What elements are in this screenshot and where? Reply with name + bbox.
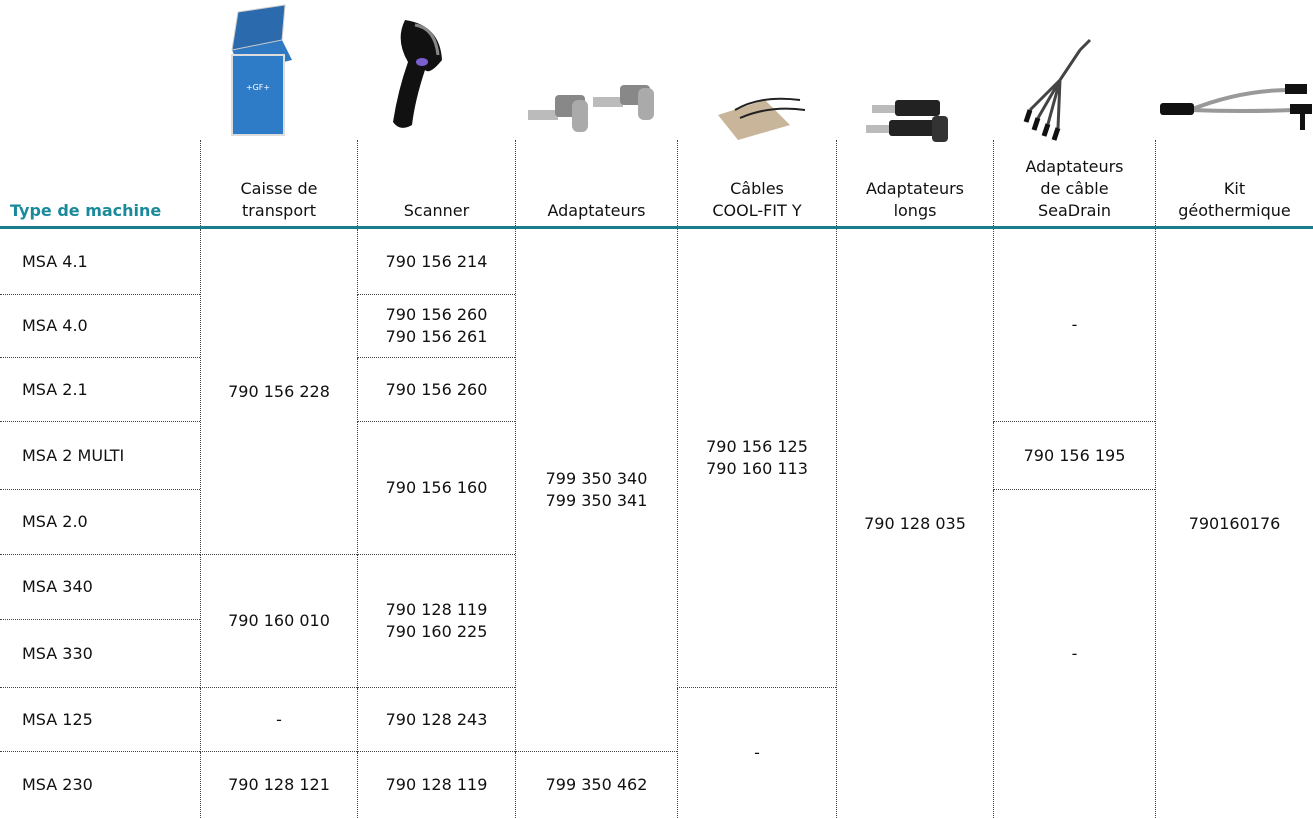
column-header: Kit géothermique bbox=[1155, 140, 1313, 226]
part-number: 790 156 260 bbox=[357, 358, 515, 422]
machine-type: MSA 2.1 bbox=[0, 358, 200, 422]
cables-icon bbox=[718, 97, 806, 140]
part-number: 790 160 010 bbox=[200, 555, 357, 688]
part-number: 790160176 bbox=[1155, 229, 1313, 818]
part-number: 790 156 160 bbox=[357, 422, 515, 555]
part-number: 790 128 035 bbox=[836, 229, 993, 818]
case-icon: +GF+ bbox=[231, 4, 292, 136]
part-number: - bbox=[200, 688, 357, 752]
part-number: - bbox=[677, 688, 836, 818]
machine-type: MSA 4.0 bbox=[0, 295, 200, 358]
part-number: 790 128 243 bbox=[357, 688, 515, 752]
column-header: Scanner bbox=[357, 140, 515, 226]
part-number: 799 350 340 799 350 341 bbox=[515, 229, 677, 752]
machine-type: MSA 4.1 bbox=[0, 229, 200, 295]
column-header: Adaptateurs bbox=[515, 140, 677, 226]
adapters-icon bbox=[528, 85, 654, 132]
part-number: - bbox=[993, 490, 1155, 818]
part-number: 790 128 119 bbox=[357, 752, 515, 818]
part-number: 790 156 125 790 160 113 bbox=[677, 229, 836, 688]
column-header: Câbles COOL-FIT Y bbox=[677, 140, 836, 226]
column-header: Caisse de transport bbox=[200, 140, 357, 226]
part-number: 790 156 214 bbox=[357, 229, 515, 295]
part-number: 790 156 260 790 156 261 bbox=[357, 295, 515, 358]
part-number: 799 350 462 bbox=[515, 752, 677, 818]
geothermal-kit-icon bbox=[1160, 84, 1312, 130]
part-number: 790 128 121 bbox=[200, 752, 357, 818]
header-rule bbox=[0, 226, 1313, 229]
product-icons: +GF+ bbox=[231, 4, 1312, 142]
column-header: Type de machine bbox=[10, 201, 162, 220]
part-number: 790 156 228 bbox=[200, 229, 357, 555]
svg-text:+GF+: +GF+ bbox=[246, 83, 270, 92]
machine-type: MSA 2 MULTI bbox=[0, 422, 200, 490]
machine-type: MSA 330 bbox=[0, 620, 200, 688]
seadrain-icon bbox=[1023, 38, 1092, 141]
machine-type: MSA 340 bbox=[0, 555, 200, 620]
machine-type: MSA 125 bbox=[0, 688, 200, 752]
part-number: 790 128 119 790 160 225 bbox=[357, 555, 515, 688]
column-header: Adaptateurs de câble SeaDrain bbox=[993, 140, 1155, 226]
long-adapters-icon bbox=[866, 100, 948, 142]
machine-type: MSA 2.0 bbox=[0, 490, 200, 555]
column-header: Adaptateurs longs bbox=[836, 140, 993, 226]
scanner-icon bbox=[393, 20, 442, 128]
machine-type: MSA 230 bbox=[22, 775, 93, 794]
part-number: 790 156 195 bbox=[993, 422, 1155, 490]
part-number: - bbox=[993, 229, 1155, 422]
